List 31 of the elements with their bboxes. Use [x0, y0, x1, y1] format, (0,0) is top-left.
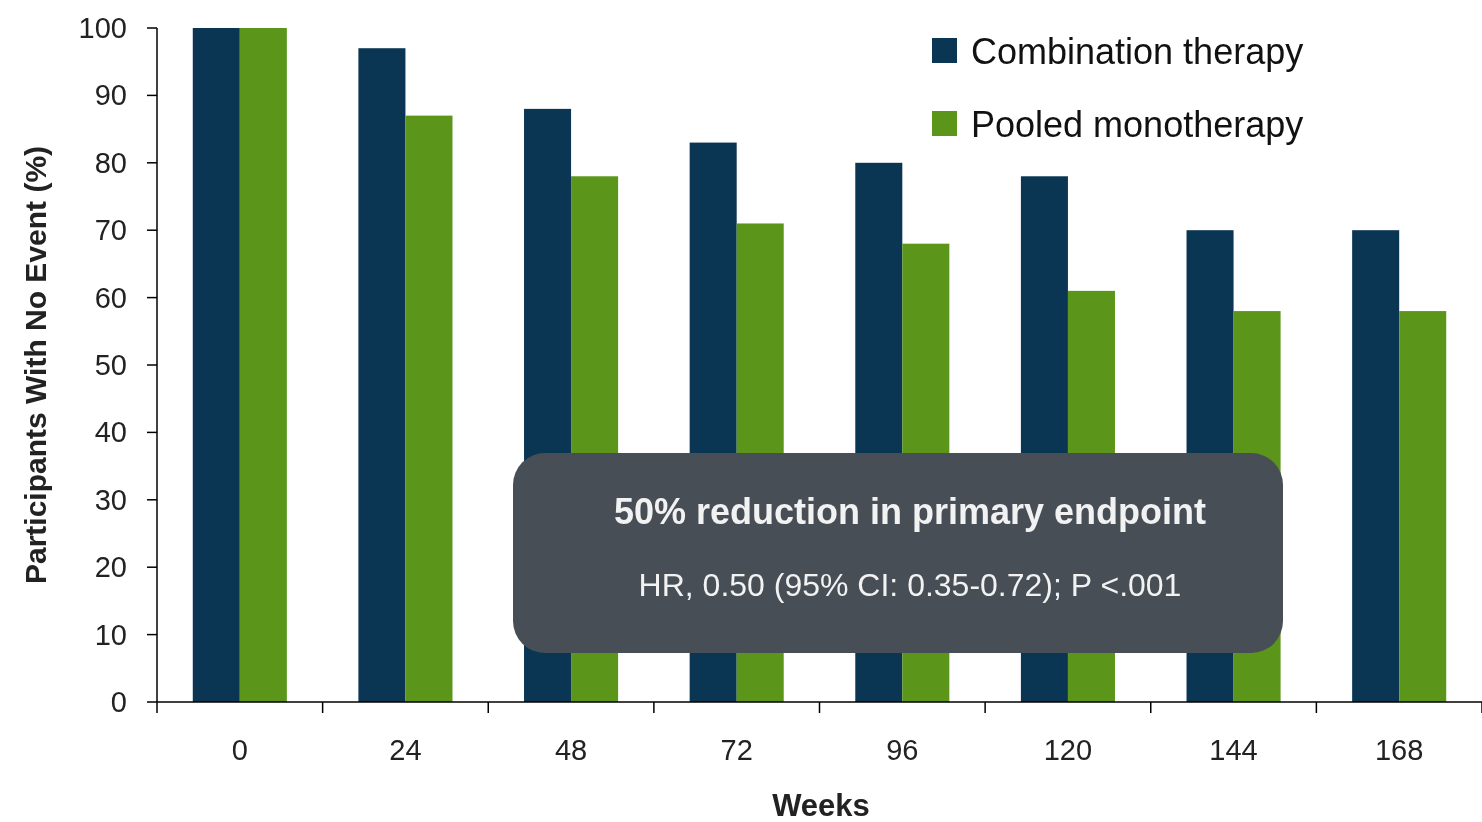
x-axis-title: Weeks	[772, 787, 870, 822]
annotation: 50% reduction in primary endpoint	[613, 490, 1207, 532]
bar	[1352, 230, 1400, 702]
y-tick-label: 30	[94, 483, 127, 516]
y-tick-label: 50	[94, 349, 127, 381]
x-tick-label: 0	[231, 734, 248, 766]
annotation: HR, 0.50 (95% CI: 0.35-0.72); P <.001	[638, 567, 1182, 603]
x-tick-label: 144	[1209, 734, 1258, 766]
bar	[192, 28, 240, 702]
x-tick-label: 24	[389, 734, 422, 766]
x-tick-label: 96	[886, 734, 919, 766]
x-tick-label: 120	[1043, 734, 1093, 766]
bar	[1399, 311, 1447, 702]
y-tick-label: 90	[94, 79, 127, 112]
y-tick-label: 80	[94, 146, 127, 179]
legend-label: Pooled monotherapy	[971, 103, 1304, 144]
y-tick-label: 20	[94, 551, 127, 584]
y-tick-label: 100	[78, 12, 127, 44]
bar	[358, 48, 406, 702]
x-tick-label: 48	[554, 734, 588, 766]
y-tick-label: 70	[94, 214, 127, 247]
y-tick-label: 10	[94, 618, 127, 651]
y-tick-label: 40	[94, 416, 127, 449]
y-tick-label: 0	[110, 686, 127, 718]
y-axis-title: Participants With No Event (%)	[18, 145, 52, 585]
bar	[239, 28, 287, 702]
legend-label: Combination therapy	[971, 30, 1304, 71]
bar	[405, 115, 453, 702]
y-tick-label: 60	[94, 281, 127, 314]
x-tick-label: 168	[1374, 734, 1424, 766]
x-tick-label: 72	[720, 734, 753, 766]
